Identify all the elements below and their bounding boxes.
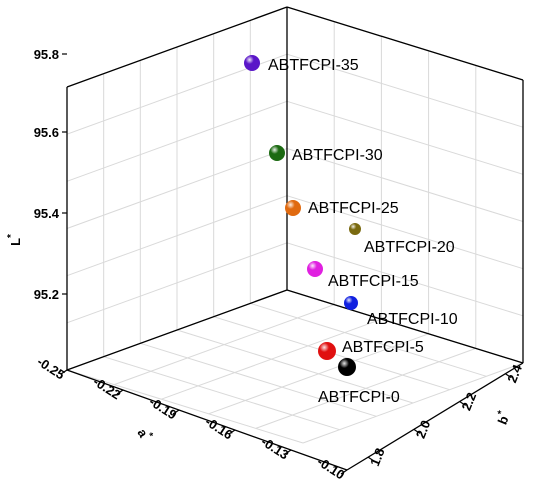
a-tick-label: -0.10 [315,454,348,483]
axis-ticks: 95.2 95.4 95.6 95.8 -0.25 -0.22 -0.19 -0.16 -0.1… [34,47,526,483]
z-tick-label: 95.6 [34,125,59,140]
grid-line [286,148,524,222]
grid-line [161,318,382,400]
grid-line [66,100,288,182]
a-tick-label: -0.19 [147,394,180,423]
data-point-highlight [269,145,285,161]
grid-line [176,329,414,404]
grid-line [66,195,288,277]
b-axis-label: b* [493,409,513,426]
grid-line [208,333,429,415]
grid-line [286,100,524,175]
b-tick [367,456,375,462]
a-axis-label: a* [135,425,155,444]
b-tick [459,401,466,407]
data-point-highlight [307,261,323,277]
data-points: ABTFCPI-35 ABTFCPI-30 ABTFCPI-25 ABTFCPI-20… [244,55,458,406]
axis-edge [66,6,288,88]
grid-line [66,369,304,444]
a-tick [284,449,292,455]
grid-line [286,53,524,128]
point-label: ABTFCPI-30 [292,147,383,164]
point-label: ABTFCPI-15 [328,273,419,290]
point-label: ABTFCPI-0 [318,389,400,406]
b-tick-label: 1.8 [367,446,388,468]
point-label: ABTFCPI-20 [364,239,455,256]
grid-line [286,242,524,317]
b-tick [413,428,421,434]
grid-line [250,302,487,377]
a-tick [60,369,68,375]
axis-edge [66,369,348,471]
a-tick-label: -0.25 [35,354,68,383]
grid-line [286,195,524,270]
axis-edge [346,362,524,471]
point-label: ABTFCPI-25 [308,200,399,217]
z-tick-label: 95.4 [34,206,60,221]
data-point-highlight [285,200,301,216]
grid-line [114,304,335,386]
grid-line [66,242,288,324]
b-tick [505,373,512,379]
a-tick [172,409,180,415]
grid-line [302,362,524,444]
axis-edge [286,289,524,364]
a-tick-label: -0.22 [91,374,124,403]
axes-frame [66,6,524,471]
data-point-highlight [244,55,260,71]
point-label: ABTFCPI-35 [268,57,359,74]
a-tick [228,429,236,435]
grid-line [103,356,340,431]
point-label: ABTFCPI-5 [342,339,424,356]
z-tick-label: 95.2 [34,287,59,302]
b-tick-label: 2.4 [504,362,525,385]
z-axis-label: L* [6,234,23,246]
data-point-highlight [318,342,336,360]
b-tick-label: 2.0 [413,418,434,440]
data-point-highlight [349,223,361,235]
axis-edge [286,6,524,81]
a-tick [340,469,348,475]
grid-line [66,148,288,229]
grid-lines [66,6,524,444]
data-point-highlight [344,296,358,310]
grid-line [140,342,377,417]
a-tick-label: -0.16 [203,414,236,443]
data-point-highlight [338,358,356,376]
a-tick [116,389,124,395]
axis-edge [66,289,288,371]
b-tick-label: 2.2 [459,390,480,412]
z-tick-label: 95.8 [34,47,59,62]
grid-line [255,347,476,429]
point-label: ABTFCPI-10 [367,311,458,328]
